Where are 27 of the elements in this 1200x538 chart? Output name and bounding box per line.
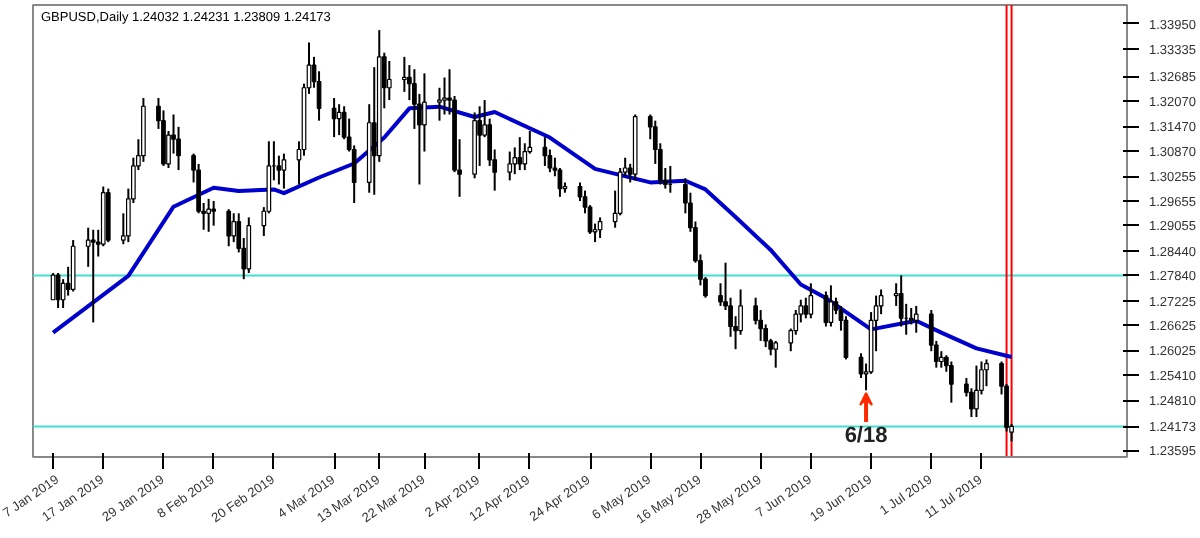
candlestick (517, 136, 523, 172)
candlestick (773, 339, 779, 369)
candlestick (442, 76, 447, 116)
candlestick (913, 304, 919, 334)
candlestick (898, 274, 904, 328)
candlestick (507, 150, 513, 182)
candlestick (984, 358, 989, 388)
candlestick (542, 136, 548, 167)
candlestick (823, 290, 829, 328)
candlestick (211, 199, 217, 227)
candlestick (974, 364, 979, 419)
candlestick (70, 239, 76, 293)
candlestick (246, 216, 252, 274)
candlestick (281, 152, 287, 190)
candlestick (386, 59, 392, 102)
candlestick (402, 55, 407, 93)
candlestick (231, 212, 237, 244)
candlestick (808, 282, 814, 320)
candlestick (226, 208, 232, 248)
candlestick (949, 360, 954, 404)
line-series (51, 104, 1014, 359)
candlestick (90, 228, 96, 324)
candlestick (206, 197, 211, 233)
annotation: 6/18 (844, 424, 888, 449)
candlestick (331, 97, 337, 139)
candlestick (105, 187, 111, 244)
candlestick (336, 103, 342, 137)
